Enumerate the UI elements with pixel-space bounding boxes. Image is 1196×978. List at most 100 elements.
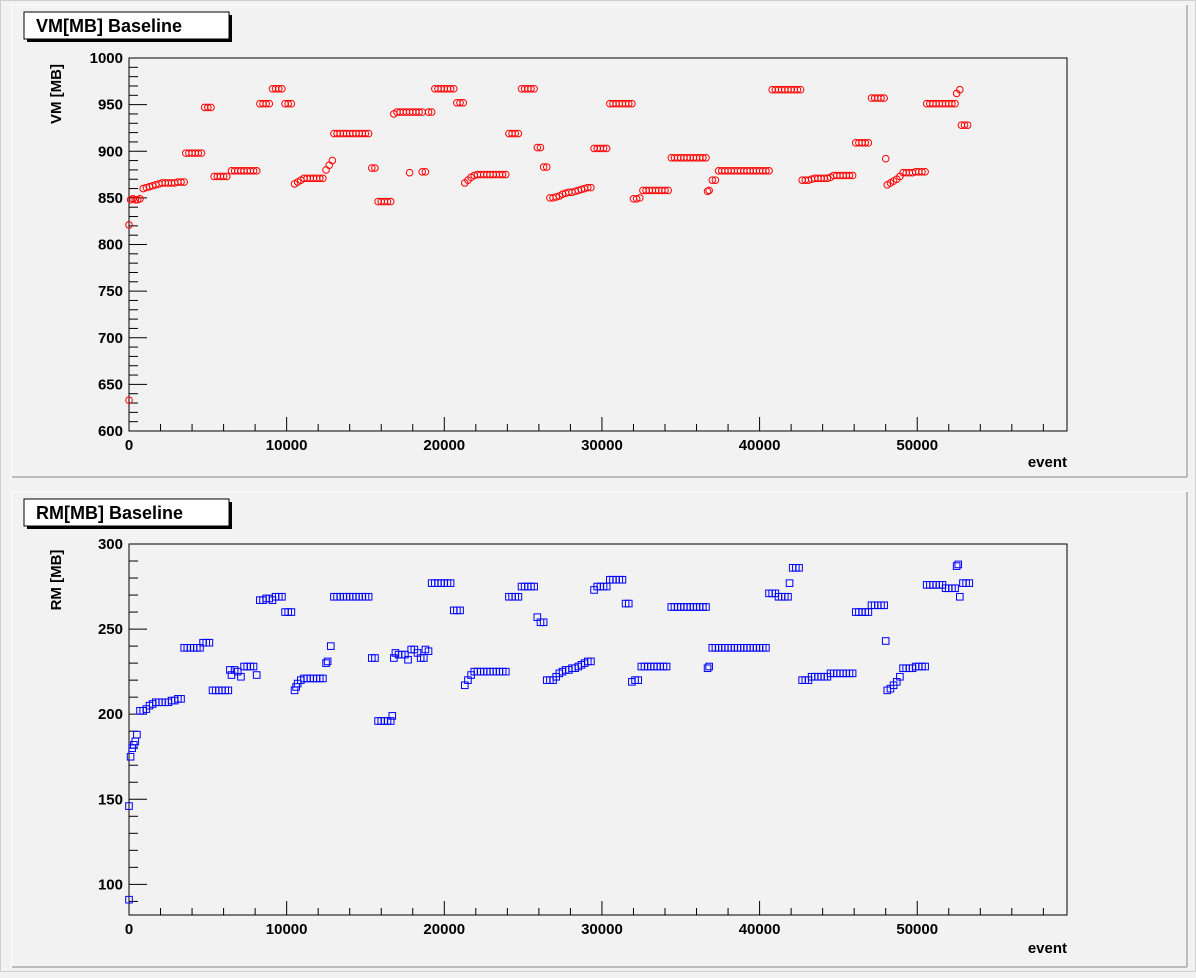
- data-point: [287, 608, 296, 616]
- data-point: [252, 167, 261, 175]
- data-markers: [125, 560, 974, 904]
- data-point: [418, 167, 427, 176]
- data-point: [921, 662, 929, 671]
- data-point: [249, 662, 258, 671]
- chart-title: VM[MB] Baseline: [36, 16, 182, 36]
- data-point: [881, 154, 890, 163]
- x-tick-label: 0: [125, 437, 133, 454]
- x-tick-label: 50000: [896, 921, 938, 938]
- data-point: [180, 178, 188, 186]
- data-point: [265, 99, 274, 108]
- data-point: [319, 174, 327, 183]
- data-point: [948, 99, 956, 108]
- data-point: [708, 176, 717, 184]
- y-tick-label: 600: [98, 423, 123, 440]
- data-point: [125, 396, 133, 405]
- data-point: [322, 659, 330, 667]
- data-point: [459, 98, 468, 107]
- data-point: [703, 664, 712, 673]
- data-point: [705, 186, 713, 195]
- data-point: [328, 156, 337, 165]
- data-point: [226, 666, 234, 674]
- data-point: [364, 592, 373, 601]
- data-point: [861, 139, 870, 147]
- data-point: [703, 187, 712, 196]
- data-point: [921, 167, 929, 176]
- x-tick-label: 40000: [739, 921, 781, 938]
- y-tick-label: 900: [98, 143, 123, 160]
- x-tick-label: 30000: [581, 921, 623, 938]
- data-point: [427, 108, 436, 116]
- chart-title: RM[MB] Baseline: [36, 503, 183, 523]
- chart-panel-2: RM[MB] Baseline 0 10000 20000 30000 40000 5000…: [11, 491, 1188, 968]
- x-axis-title: event: [1028, 940, 1067, 957]
- title-box: [23, 498, 230, 527]
- x-tick-label: 30000: [581, 437, 623, 454]
- y-axis-title: RM [MB]: [48, 550, 65, 611]
- data-point: [315, 174, 324, 183]
- data-point: [364, 129, 373, 138]
- data-point: [456, 606, 464, 615]
- data-point: [383, 197, 392, 206]
- data-point: [449, 84, 458, 93]
- data-markers: [125, 84, 972, 405]
- data-point: [205, 638, 214, 647]
- data-point: [880, 601, 888, 610]
- data-point: [194, 149, 203, 157]
- data-point: [498, 170, 507, 179]
- data-point: [222, 172, 231, 181]
- chart-panel-1: VM[MB] Baseline 0 10000 20000 30000 40000 5000…: [11, 4, 1188, 478]
- data-point: [896, 672, 904, 681]
- data-point: [136, 195, 144, 203]
- data-point: [952, 562, 961, 570]
- data-point: [618, 575, 627, 584]
- data-point: [415, 108, 423, 116]
- data-point: [456, 98, 464, 107]
- data-point: [252, 671, 261, 679]
- x-axis-title: event: [1028, 454, 1067, 471]
- data-point: [845, 171, 854, 180]
- y-tick-label: 100: [98, 876, 123, 893]
- y-tick-label: 650: [98, 376, 123, 393]
- data-point: [664, 186, 672, 195]
- data-point: [405, 168, 414, 177]
- data-point: [587, 183, 595, 192]
- data-point: [284, 99, 293, 108]
- data-point: [702, 603, 710, 611]
- data-point: [602, 144, 611, 153]
- data-point: [501, 667, 510, 676]
- data-point: [632, 195, 641, 203]
- data-point: [539, 618, 548, 627]
- data-point: [702, 153, 710, 162]
- data-point: [514, 592, 523, 601]
- data-point: [287, 99, 296, 108]
- data-point: [699, 153, 707, 162]
- data-point: [587, 657, 595, 666]
- data-point: [207, 103, 215, 112]
- y-tick-label: 700: [98, 330, 123, 347]
- data-point: [420, 654, 428, 662]
- pad-frame: [11, 491, 1188, 968]
- data-point: [131, 195, 140, 204]
- x-tick-label: 20000: [423, 921, 465, 938]
- data-point: [326, 642, 335, 650]
- x-tick-label: 50000: [896, 437, 938, 454]
- data-point: [274, 84, 283, 93]
- data-point: [446, 579, 455, 587]
- title-box: [23, 11, 230, 40]
- data-point: [530, 582, 538, 591]
- data-point: [197, 149, 206, 157]
- data-point: [785, 579, 794, 587]
- data-point: [635, 194, 644, 202]
- data-point: [762, 167, 770, 175]
- data-point: [634, 676, 643, 684]
- data-point: [133, 730, 141, 739]
- data-point: [881, 637, 890, 645]
- data-point: [918, 167, 926, 176]
- data-point: [848, 669, 857, 678]
- data-point: [795, 564, 803, 572]
- y-tick-label: 1000: [90, 50, 123, 67]
- data-point: [624, 599, 633, 608]
- data-point: [533, 143, 542, 152]
- y-tick-label: 850: [98, 190, 123, 207]
